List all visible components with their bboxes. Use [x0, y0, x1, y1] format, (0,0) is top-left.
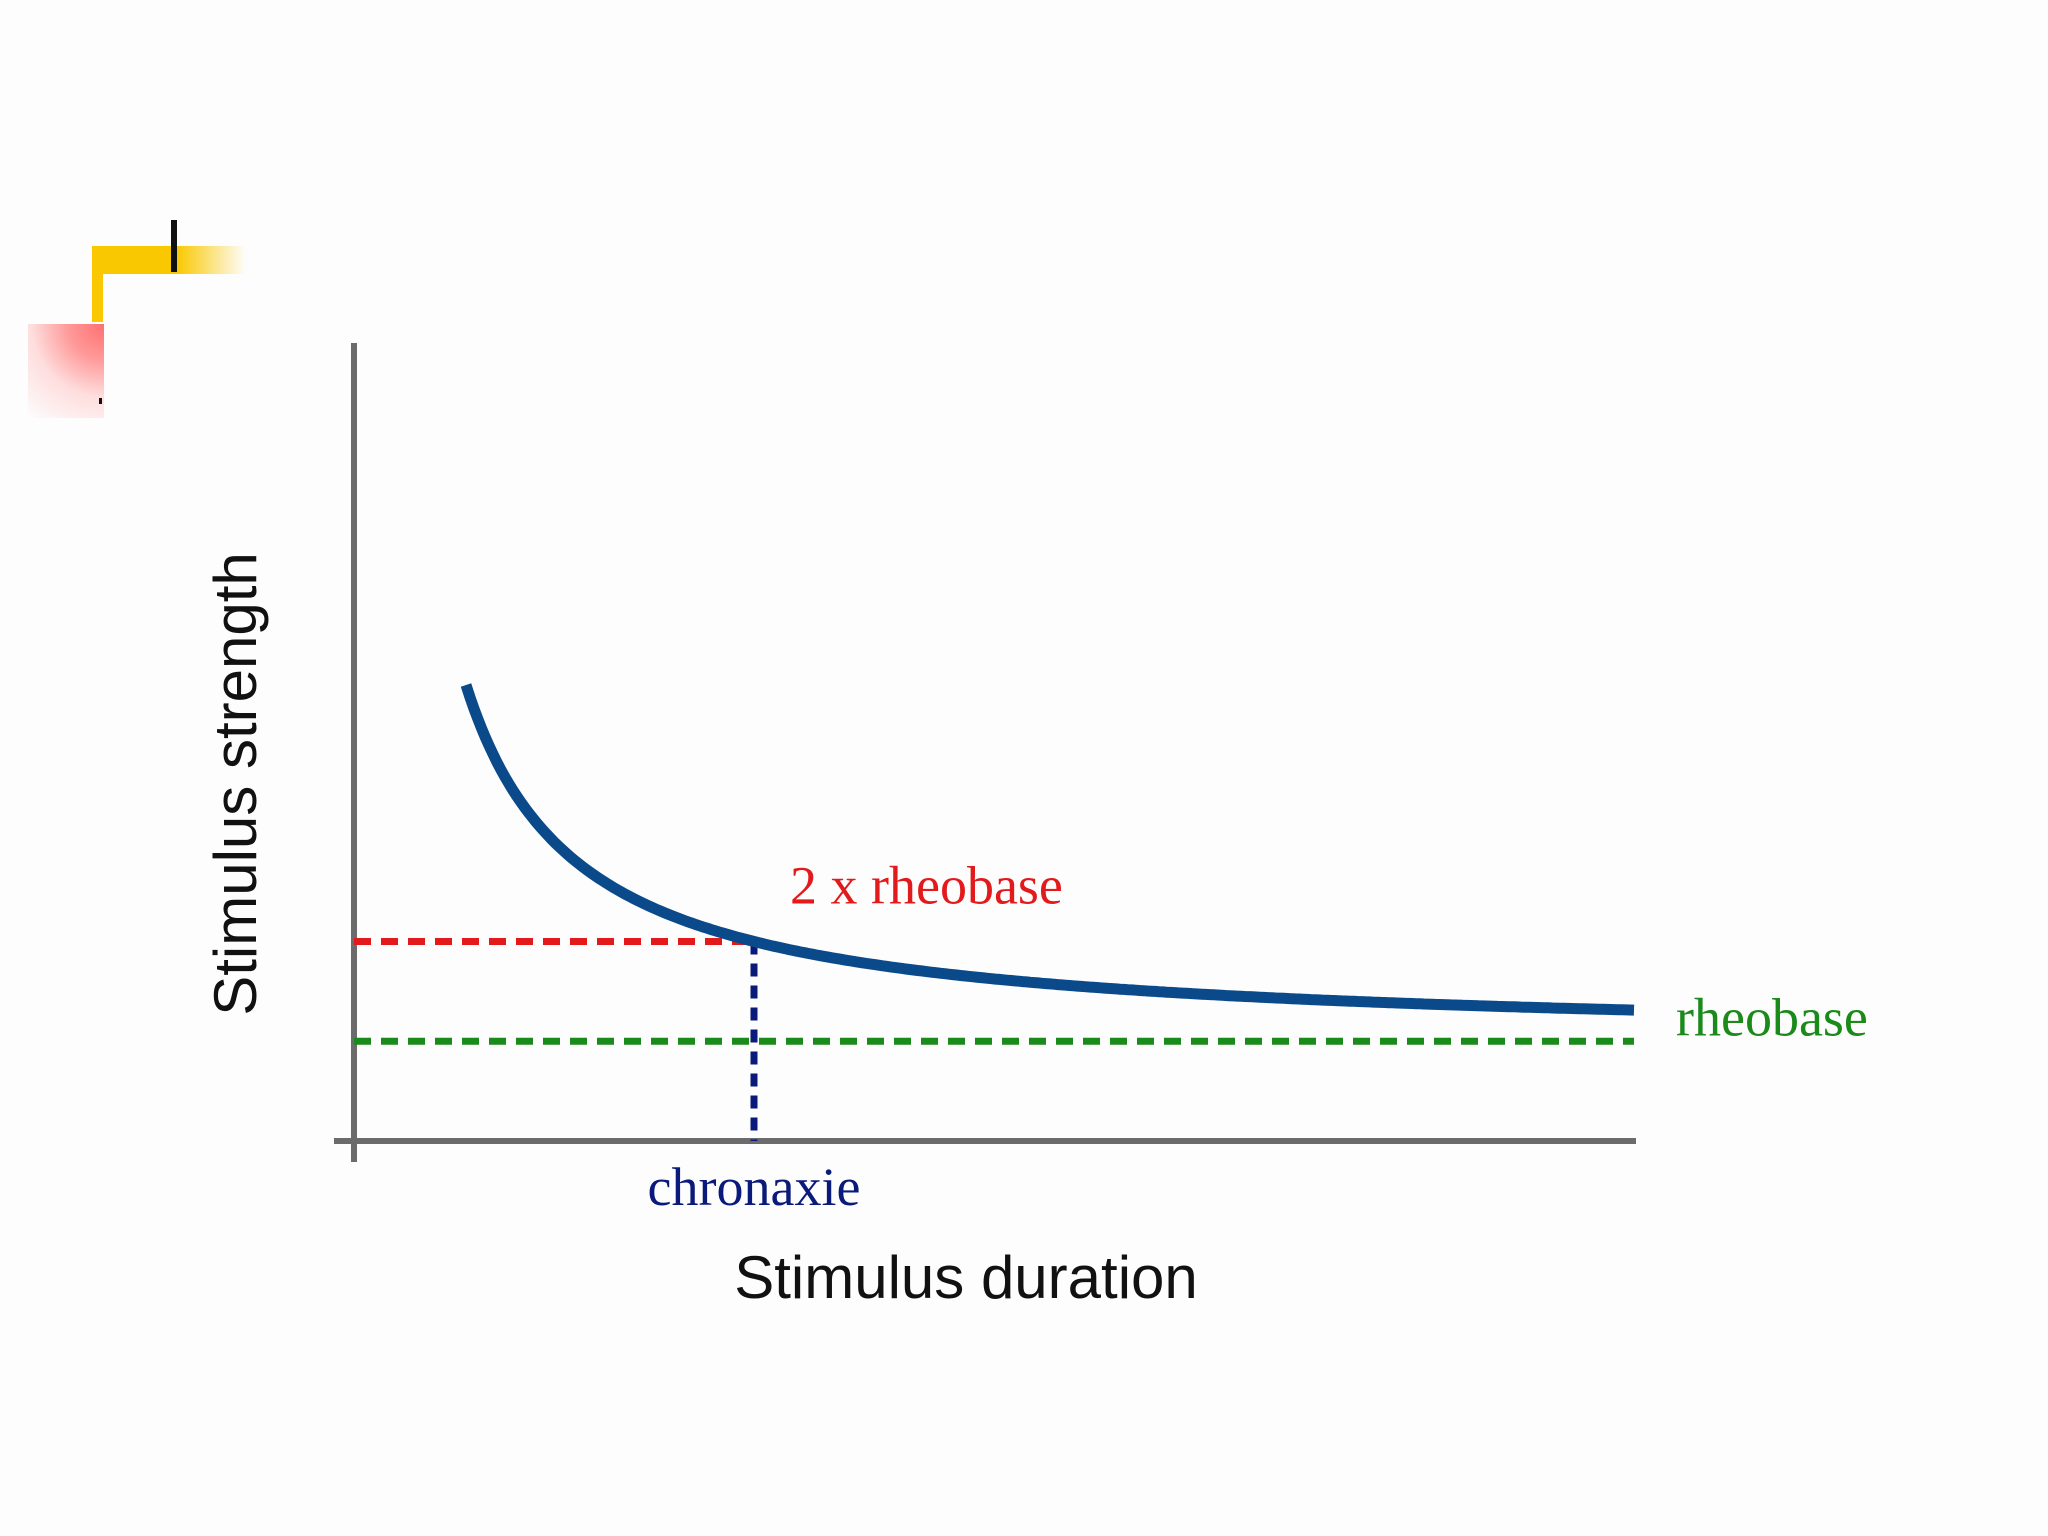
- y-axis-title: Stimulus strength: [202, 552, 269, 1016]
- slide-decoration-red-square: [28, 324, 104, 418]
- x-axis-title: Stimulus duration: [734, 1244, 1198, 1311]
- two-x-rheobase-label: 2 x rheobase: [790, 856, 1063, 916]
- slide-decoration-tick: [171, 220, 177, 272]
- slide-decoration-dot: [99, 398, 102, 404]
- rheobase-label: rheobase: [1676, 987, 1868, 1047]
- chronaxie-label: chronaxie: [648, 1157, 861, 1217]
- slide-decoration-yellow-stem: [92, 246, 103, 322]
- strength-duration-curve: [460, 683, 1635, 1016]
- slide-decoration-yellow-bar: [92, 246, 246, 274]
